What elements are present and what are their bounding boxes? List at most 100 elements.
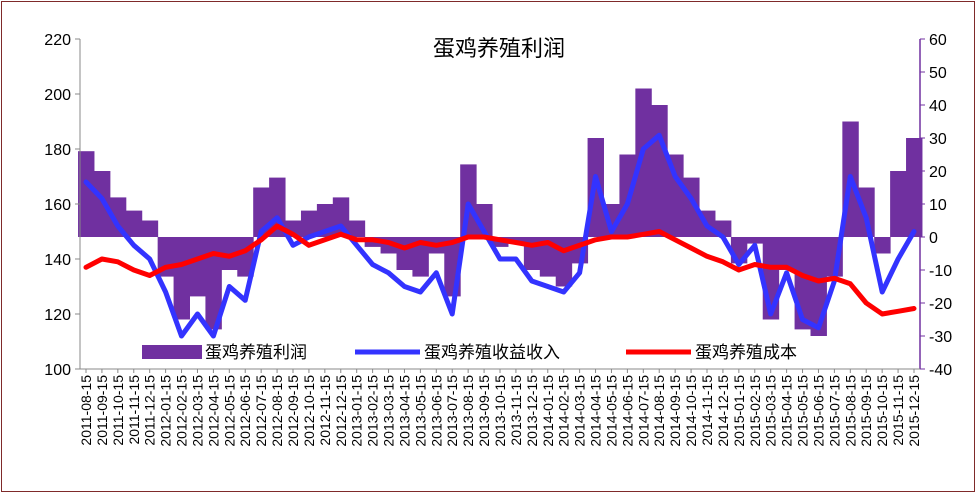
right-tick-label: -20 bbox=[929, 296, 952, 313]
right-tick-label: -40 bbox=[929, 362, 952, 379]
cost-point bbox=[577, 243, 582, 248]
left-tick-label: 140 bbox=[44, 252, 71, 269]
x-tick-label: 2014-12-15 bbox=[715, 375, 731, 447]
income-point bbox=[115, 223, 121, 229]
cost-point bbox=[736, 267, 742, 273]
profit-bar bbox=[778, 237, 796, 270]
income-point bbox=[848, 174, 853, 179]
income-point bbox=[625, 201, 630, 207]
income-point bbox=[736, 262, 742, 267]
x-tick-label: 2013-04-15 bbox=[396, 375, 412, 447]
income-point bbox=[704, 223, 710, 229]
cost-point bbox=[481, 234, 487, 240]
right-tick-label: -30 bbox=[929, 329, 952, 346]
right-tick-label: 50 bbox=[929, 65, 947, 82]
profit-bar bbox=[348, 220, 366, 237]
x-tick-label: 2015-03-15 bbox=[763, 375, 779, 447]
income-point bbox=[402, 284, 407, 289]
income-point bbox=[641, 146, 646, 152]
profit-bar bbox=[173, 237, 190, 320]
income-point bbox=[338, 223, 343, 229]
income-point bbox=[450, 311, 455, 317]
left-tick-label: 120 bbox=[44, 307, 71, 324]
cost-point bbox=[672, 237, 678, 242]
income-point bbox=[672, 174, 678, 179]
profit-bar bbox=[109, 197, 127, 237]
income-point bbox=[784, 270, 789, 275]
income-point bbox=[99, 196, 105, 201]
cost-point bbox=[131, 267, 136, 273]
profit-bar bbox=[141, 220, 159, 237]
legend-swatch-profit bbox=[142, 345, 202, 359]
cost-point bbox=[513, 240, 519, 245]
cost-point bbox=[800, 273, 805, 278]
profit-bar bbox=[125, 210, 143, 237]
cost-point bbox=[450, 240, 455, 245]
right-tick-label: 60 bbox=[929, 32, 947, 49]
profit-bar bbox=[78, 151, 95, 237]
x-tick-label: 2014-03-15 bbox=[572, 375, 588, 447]
cost-point bbox=[911, 306, 917, 311]
right-tick-label: 30 bbox=[929, 131, 947, 148]
income-point bbox=[274, 215, 280, 220]
x-tick-label: 2012-11-15 bbox=[317, 375, 333, 446]
x-tick-label: 2011-08-15 bbox=[78, 375, 94, 446]
x-tick-label: 2011-11-15 bbox=[126, 375, 142, 445]
x-tick-label: 2013-08-15 bbox=[460, 375, 476, 447]
income-point bbox=[306, 234, 312, 240]
x-tick-label: 2015-06-15 bbox=[810, 375, 826, 447]
cost-point bbox=[227, 254, 232, 259]
x-tick-label: 2015-02-15 bbox=[747, 375, 763, 447]
income-point bbox=[545, 284, 550, 289]
x-tick-label: 2012-05-15 bbox=[221, 375, 237, 447]
income-point bbox=[163, 289, 168, 295]
income-point bbox=[290, 243, 296, 248]
income-point bbox=[83, 179, 89, 185]
cost-point bbox=[879, 311, 885, 317]
cost-point bbox=[561, 248, 566, 253]
x-tick-label: 2012-08-15 bbox=[269, 375, 285, 447]
cost-point bbox=[688, 245, 694, 251]
cost-point bbox=[370, 237, 375, 242]
x-tick-label: 2014-11-15 bbox=[699, 375, 715, 446]
cost-point bbox=[211, 251, 216, 256]
chart-title: 蛋鸡养殖利润 bbox=[433, 37, 565, 62]
income-point bbox=[227, 284, 232, 289]
profit-bar bbox=[396, 237, 413, 270]
income-point bbox=[800, 317, 805, 322]
right-tick-label: 10 bbox=[929, 197, 947, 214]
x-tick-label: 2015-09-15 bbox=[858, 375, 874, 447]
income-point bbox=[561, 289, 566, 295]
income-point bbox=[529, 278, 535, 284]
cost-point bbox=[832, 276, 837, 281]
income-point bbox=[879, 289, 885, 295]
x-tick-label: 2015-01-15 bbox=[731, 375, 747, 447]
income-point bbox=[609, 229, 614, 234]
profit-bar bbox=[667, 154, 684, 237]
income-point bbox=[513, 256, 519, 262]
x-tick-label: 2011-09-15 bbox=[94, 375, 110, 446]
income-point bbox=[434, 270, 439, 275]
cost-point bbox=[179, 262, 184, 267]
profit-bar bbox=[890, 171, 907, 237]
x-tick-label: 2015-08-15 bbox=[842, 375, 858, 447]
income-point bbox=[195, 311, 200, 317]
x-tick-label: 2013-05-15 bbox=[412, 375, 428, 447]
cost-point bbox=[147, 273, 152, 278]
x-tick-label: 2014-07-15 bbox=[635, 375, 651, 447]
income-point bbox=[481, 229, 487, 234]
line-layer bbox=[83, 132, 917, 339]
income-point bbox=[322, 229, 328, 234]
cost-point bbox=[529, 243, 535, 248]
x-tick-label: 2013-12-15 bbox=[524, 375, 540, 447]
income-point bbox=[497, 256, 503, 262]
x-tick-label: 2013-03-15 bbox=[381, 375, 397, 447]
cost-point bbox=[434, 243, 439, 248]
x-tick-label: 2011-10-15 bbox=[110, 375, 126, 446]
income-point bbox=[131, 243, 136, 248]
x-tick-label: 2015-10-15 bbox=[874, 375, 890, 447]
income-point bbox=[895, 256, 901, 262]
x-tick-label: 2012-12-15 bbox=[333, 375, 349, 447]
cost-point bbox=[115, 259, 121, 264]
